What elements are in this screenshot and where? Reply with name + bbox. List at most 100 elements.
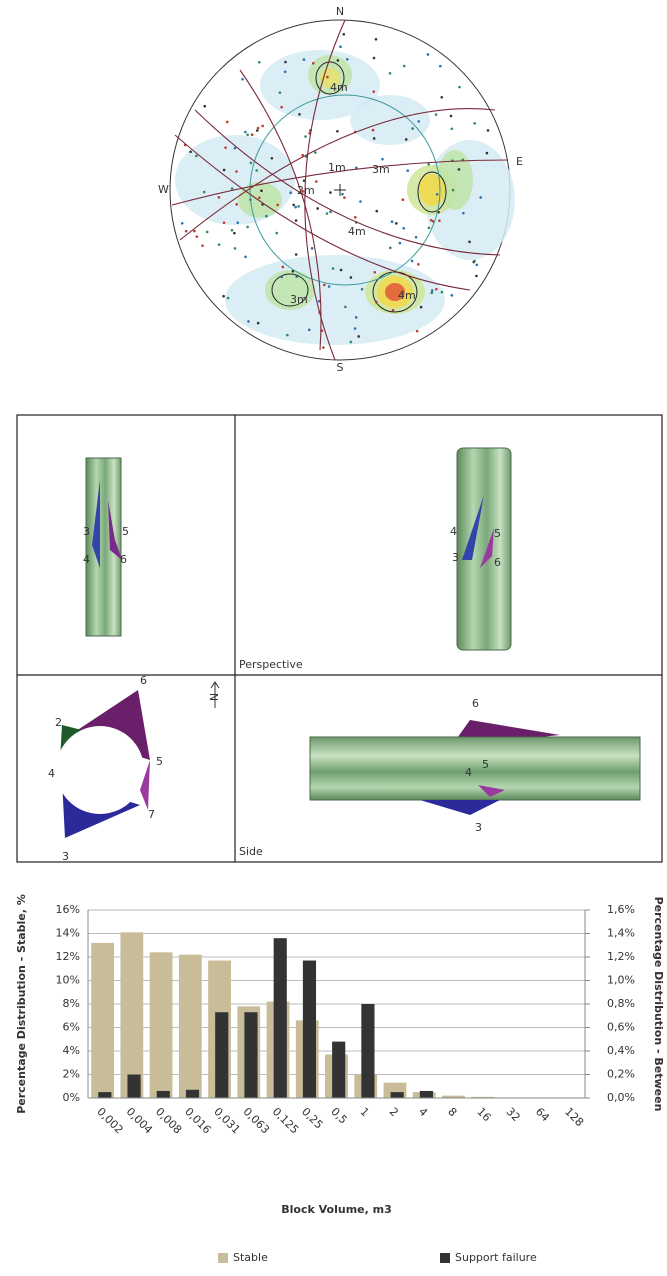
x-tick-label: 0,25 xyxy=(299,1105,326,1132)
pole-point xyxy=(389,72,392,75)
pole-point xyxy=(415,236,418,239)
y2-tick-label: 0,2% xyxy=(607,1068,635,1081)
contour-label: 4m xyxy=(330,81,348,94)
y2-tick-label: 0,4% xyxy=(607,1044,635,1057)
pole-point xyxy=(475,275,478,278)
pole-point xyxy=(295,275,298,278)
pole-point xyxy=(336,130,339,133)
pole-point xyxy=(223,221,226,224)
pole-point xyxy=(236,221,239,224)
x-tick-label: 4 xyxy=(416,1105,430,1119)
pole-point xyxy=(297,205,300,208)
pole-point xyxy=(355,316,358,319)
pole-point xyxy=(279,91,282,94)
pole-point xyxy=(257,322,260,325)
x-tick-label: 16 xyxy=(474,1105,493,1124)
east-label: E xyxy=(516,155,523,168)
cylinder-side xyxy=(310,737,640,800)
x-tick-label: 0,002 xyxy=(94,1105,125,1136)
pole-point xyxy=(354,216,357,219)
density-contour xyxy=(419,174,445,206)
bar xyxy=(361,1004,374,1098)
x-tick-label: 0,004 xyxy=(124,1105,155,1136)
bar xyxy=(215,1012,228,1098)
x-tick-label: 1 xyxy=(357,1105,371,1119)
pole-point xyxy=(468,241,471,244)
pole-point xyxy=(276,204,279,207)
bar xyxy=(420,1091,433,1098)
bar xyxy=(157,1091,170,1098)
pole-point xyxy=(475,263,478,266)
pole-point xyxy=(235,203,238,206)
y-tick-label: 4% xyxy=(63,1044,80,1057)
pole-point xyxy=(354,327,357,330)
pole-point xyxy=(303,58,306,61)
y-tick-label: 8% xyxy=(63,997,80,1010)
pole-point xyxy=(224,146,227,149)
contour-label: 4m xyxy=(398,289,416,302)
pole-point xyxy=(417,263,420,266)
pole-point xyxy=(450,115,453,118)
pole-point xyxy=(314,151,317,154)
pole-point xyxy=(329,211,332,214)
pole-point xyxy=(430,219,433,222)
bar xyxy=(120,932,143,1098)
x-tick-label: 2 xyxy=(387,1105,401,1119)
block-label: 4 xyxy=(48,767,55,780)
perspective-label: Perspective xyxy=(239,658,303,671)
pole-point xyxy=(233,232,236,235)
pole-point xyxy=(284,61,287,64)
x-tick-label: 32 xyxy=(504,1105,523,1124)
pole-point xyxy=(257,127,260,130)
pole-point xyxy=(223,169,226,172)
block-label: 3 xyxy=(452,551,459,564)
block-label: 4 xyxy=(465,766,472,779)
pole-point xyxy=(280,276,283,279)
pole-point xyxy=(261,125,264,128)
pole-point xyxy=(246,133,249,136)
pole-point xyxy=(350,341,353,344)
pole-point xyxy=(439,65,442,68)
pole-point xyxy=(258,196,261,199)
pole-point xyxy=(260,189,263,192)
pole-point xyxy=(332,267,335,270)
pole-point xyxy=(298,113,301,116)
x-tick-label: 0,063 xyxy=(241,1105,272,1136)
pole-point xyxy=(435,113,438,116)
plan-opening xyxy=(56,726,144,814)
pole-point xyxy=(451,127,454,130)
block-label: 6 xyxy=(120,553,127,566)
pole-point xyxy=(479,196,482,199)
pole-point xyxy=(486,152,489,155)
pole-point xyxy=(189,150,192,153)
pole-point xyxy=(222,295,225,298)
contour-label: 3m xyxy=(290,293,308,306)
pole-point xyxy=(411,127,414,130)
pole-point xyxy=(359,200,362,203)
pole-point xyxy=(235,170,238,173)
pole-point xyxy=(231,229,234,232)
y-tick-label: 16% xyxy=(56,903,80,916)
pole-point xyxy=(342,33,345,36)
y-tick-label: 14% xyxy=(56,927,80,940)
y2-tick-label: 0,0% xyxy=(607,1091,635,1104)
x-tick-label: 8 xyxy=(445,1105,459,1119)
pole-point xyxy=(203,191,206,194)
pole-point xyxy=(405,138,408,141)
pole-point xyxy=(373,137,376,140)
pole-point xyxy=(372,90,375,93)
pole-point xyxy=(255,169,258,172)
pole-point xyxy=(326,212,329,215)
legend-swatch xyxy=(440,1253,450,1263)
pole-point xyxy=(428,227,431,230)
pole-point xyxy=(280,106,283,109)
pole-point xyxy=(246,226,249,229)
pole-point xyxy=(286,334,289,337)
pole-point xyxy=(271,157,274,160)
pole-point xyxy=(206,231,209,234)
y-tick-label: 12% xyxy=(56,950,80,963)
pole-point xyxy=(450,294,453,297)
y2-tick-label: 1,4% xyxy=(607,927,635,940)
y-tick-label: 0% xyxy=(63,1091,80,1104)
cylinder-perspective xyxy=(457,448,511,650)
